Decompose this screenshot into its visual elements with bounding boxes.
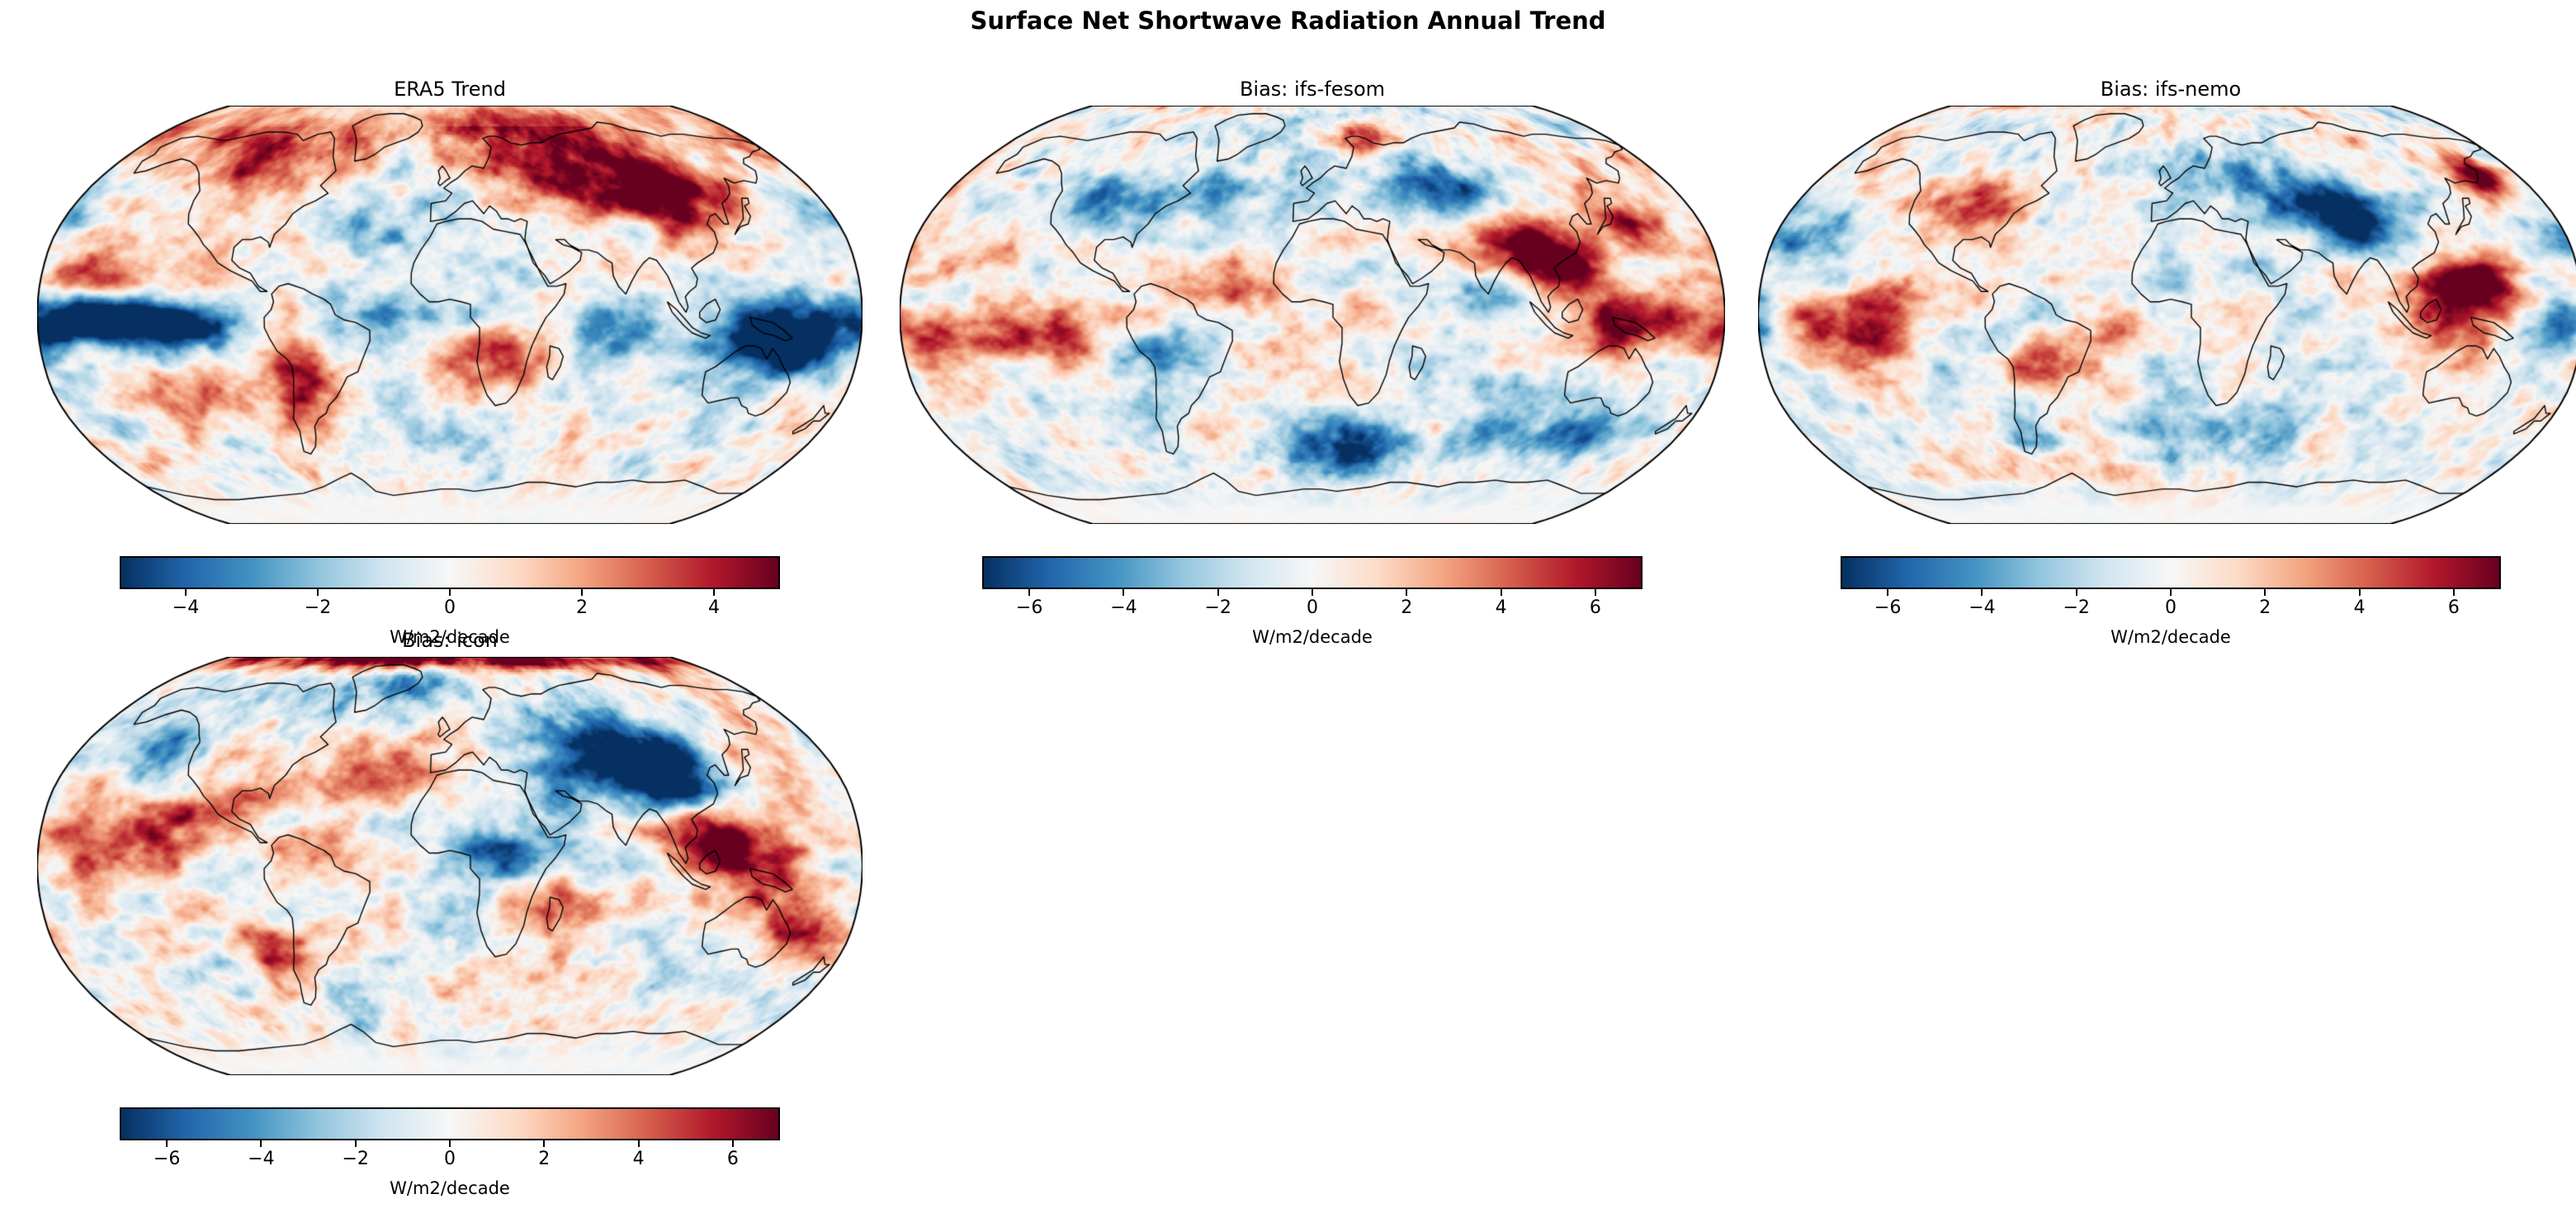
- colorbar-tickmark: [581, 589, 583, 596]
- colorbar-ticks-ifs-fesom: −6 −4 −2 0 2 4 6: [982, 589, 1642, 627]
- map-canvas-ifs-nemo: [1758, 106, 2576, 524]
- colorbar-tick-label: −4: [1110, 597, 1137, 618]
- colorbar-tick-label: 4: [1495, 597, 1507, 618]
- colorbar-tickmark: [1312, 589, 1313, 596]
- colorbar-tickmark: [1028, 589, 1031, 596]
- colorbar-ifs-nemo: [1841, 556, 2501, 589]
- colorbar-tick-label: 0: [1307, 597, 1318, 618]
- colorbar-tick-label: −6: [1015, 597, 1043, 618]
- colorbar-tickmark: [1981, 589, 1983, 596]
- colorbar-tick-label: −4: [172, 597, 200, 618]
- map-canvas-icon: [37, 657, 863, 1075]
- colorbar-tick-label: 4: [708, 597, 720, 618]
- colorbar-tickmark: [317, 589, 319, 596]
- colorbar-tick-label: 4: [2353, 597, 2366, 618]
- colorbar-tick-label: 2: [1401, 597, 1413, 618]
- colorbar-tickmark: [449, 589, 451, 596]
- colorbar-tick-label: −6: [153, 1149, 181, 1169]
- panel-era5: ERA5 Trend −4 −2 0 2 4 W/m2/decade: [21, 78, 879, 660]
- colorbar-tickmark: [2452, 589, 2455, 596]
- colorbar-tickmark: [731, 1140, 734, 1147]
- colorbar-tick-label: 6: [726, 1149, 739, 1169]
- colorbar-icon: [120, 1107, 780, 1140]
- colorbar-ifs-fesom: [982, 556, 1642, 589]
- colorbar-unit-label-era5: W/m2/decade: [390, 627, 510, 647]
- colorbar-tickmark: [1406, 589, 1408, 596]
- colorbar-tick-label: 6: [2447, 597, 2460, 618]
- colorbar-tick-label: −6: [1874, 597, 1902, 618]
- colorbar-tick-label: −2: [304, 597, 332, 618]
- colorbar-tickmark: [449, 1140, 451, 1147]
- colorbar-ticks-icon: −6 −4 −2 0 2 4 6: [120, 1140, 780, 1178]
- colorbar-tickmark: [354, 1140, 357, 1147]
- colorbar-tickmark: [2358, 589, 2361, 596]
- colorbar-tick-label: 2: [2259, 597, 2271, 618]
- colorbar-tickmark: [2075, 589, 2077, 596]
- colorbar-tickmark: [1217, 589, 1219, 596]
- colorbar-tick-label: −2: [2063, 597, 2090, 618]
- panel-title-ifs-fesom: Bias: ifs-fesom: [1239, 78, 1386, 101]
- panel-title-icon: Bias: icon: [402, 629, 498, 652]
- panel-icon: Bias: icon −6 −4 −2 0 2 4 6 W/m2/decade: [21, 629, 879, 1211]
- colorbar-tick-label: 4: [632, 1149, 645, 1169]
- colorbar-unit-label-ifs-nemo: W/m2/decade: [2110, 627, 2231, 647]
- colorbar-unit-label-icon: W/m2/decade: [390, 1178, 510, 1198]
- panel-ifs-nemo: Bias: ifs-nemo −6 −4 −2 0 2 4 6 W/m2/decade: [1742, 78, 2576, 660]
- colorbar-ticks-era5: −4 −2 0 2 4: [120, 589, 780, 627]
- panel-ifs-fesom: Bias: ifs-fesom −6 −4 −2 0 2 4 6 W/m2/decade: [883, 78, 1742, 660]
- colorbar-ticks-ifs-nemo: −6 −4 −2 0 2 4 6: [1841, 589, 2501, 627]
- colorbar-tick-label: −2: [342, 1149, 369, 1169]
- colorbar-tickmark: [1594, 589, 1596, 596]
- colorbar-tick-label: 6: [1589, 597, 1601, 618]
- colorbar-tickmark: [1887, 589, 1889, 596]
- colorbar-tickmark: [260, 1140, 262, 1147]
- colorbar-tick-label: 0: [444, 1149, 456, 1169]
- colorbar-tick-label: −4: [248, 1149, 275, 1169]
- colorbar-tickmark: [637, 1140, 640, 1147]
- panel-title-ifs-nemo: Bias: ifs-nemo: [2100, 78, 2242, 101]
- colorbar-tickmark: [2264, 589, 2266, 596]
- colorbar-tick-label: 0: [444, 597, 456, 618]
- colorbar-tick-label: −2: [1204, 597, 1231, 618]
- colorbar-tickmark: [2170, 589, 2172, 596]
- colorbar-tickmark: [185, 589, 187, 596]
- colorbar-tickmark: [1500, 589, 1502, 596]
- colorbar-tick-label: 2: [576, 597, 588, 618]
- colorbar-tick-label: 2: [538, 1149, 551, 1169]
- map-canvas-era5: [37, 106, 863, 524]
- colorbar-tick-label: 0: [2165, 597, 2177, 618]
- colorbar-tickmark: [1123, 589, 1125, 596]
- colorbar-tickmark: [543, 1140, 546, 1147]
- colorbar-tickmark: [166, 1140, 168, 1147]
- map-canvas-ifs-fesom: [900, 106, 1725, 524]
- colorbar-tickmark: [713, 589, 715, 596]
- panel-title-era5: ERA5 Trend: [394, 78, 506, 101]
- colorbar-tick-label: −4: [1969, 597, 1996, 618]
- colorbar-era5: [120, 556, 780, 589]
- colorbar-unit-label-ifs-fesom: W/m2/decade: [1252, 627, 1373, 647]
- figure-title: Surface Net Shortwave Radiation Annual T…: [970, 7, 1606, 35]
